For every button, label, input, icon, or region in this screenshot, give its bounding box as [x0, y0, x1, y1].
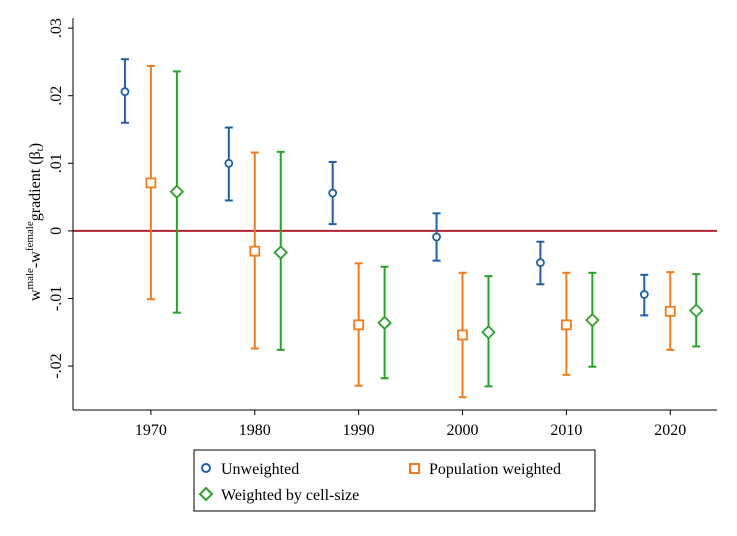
ylabel-sup-female: female [24, 221, 36, 251]
series-square [145, 64, 676, 399]
legend-label-cell-size: Weighted by cell-size [221, 487, 359, 504]
y-tick-label: -.02 [48, 353, 65, 378]
data-point-square [457, 329, 468, 341]
series-circle [120, 58, 649, 317]
x-tick-label: 1980 [239, 422, 271, 439]
x-tick-label: 2010 [550, 422, 582, 439]
x-tick-label: 2020 [654, 422, 686, 439]
x-axis: 1970 1980 1990 2000 2010 2020 [73, 409, 717, 439]
ylabel-rest: gradient (β [27, 151, 44, 221]
data-point-circle [224, 158, 234, 168]
legend-item-cell-size: Weighted by cell-size [198, 486, 359, 504]
legend-label-unweighted: Unweighted [221, 461, 299, 478]
data-point-circle [120, 87, 130, 97]
legend-box [193, 449, 596, 512]
x-tick-label: 1990 [343, 422, 375, 439]
ylabel-sup-male: male [24, 268, 36, 289]
ylabel-sub: t [34, 148, 46, 151]
ylabel-end: ) [27, 143, 44, 148]
y-axis-title: wmale-wfemalegradient (βt) [24, 143, 46, 301]
data-point-diamond [273, 245, 289, 260]
data-point-diamond [377, 315, 392, 331]
y-tick-label: .03 [48, 18, 65, 38]
data-point-square [145, 177, 157, 189]
legend: Unweighted Population weighted Weighted … [193, 449, 596, 512]
data-point-square [560, 319, 572, 331]
data-point-circle [328, 188, 338, 198]
data-point-square [353, 319, 365, 331]
y-tick-label: .01 [48, 153, 65, 173]
data-point-diamond [585, 312, 600, 328]
data-point-square [664, 305, 676, 317]
legend-label-population-weighted: Population weighted [429, 461, 561, 478]
data-point-circle [639, 290, 649, 299]
data-point-diamond [481, 325, 496, 340]
legend-circle-marker-icon [201, 463, 211, 473]
ylabel-mid: -w [27, 251, 44, 268]
legend-item-unweighted: Unweighted [201, 461, 299, 478]
data-point-diamond [169, 184, 185, 199]
legend-item-population-weighted: Population weighted [409, 461, 561, 478]
data-point-square [249, 245, 261, 257]
data-point-circle [432, 232, 441, 242]
legend-diamond-marker-icon [198, 486, 214, 502]
data-point-circle [536, 258, 545, 268]
x-tick-label: 1970 [135, 422, 167, 439]
series-diamond [169, 70, 704, 388]
series-layer [120, 58, 704, 399]
ylabel-w1: w [27, 289, 44, 301]
data-point-diamond [688, 303, 704, 318]
y-tick-label: -.01 [48, 286, 65, 311]
y-axis: -.02 -.01 0 .01 .02 .03 [48, 18, 74, 410]
legend-square-marker-icon [409, 463, 420, 474]
y-tick-label: .02 [48, 86, 65, 106]
x-tick-label: 2000 [447, 422, 479, 439]
y-tick-label: 0 [48, 227, 65, 235]
